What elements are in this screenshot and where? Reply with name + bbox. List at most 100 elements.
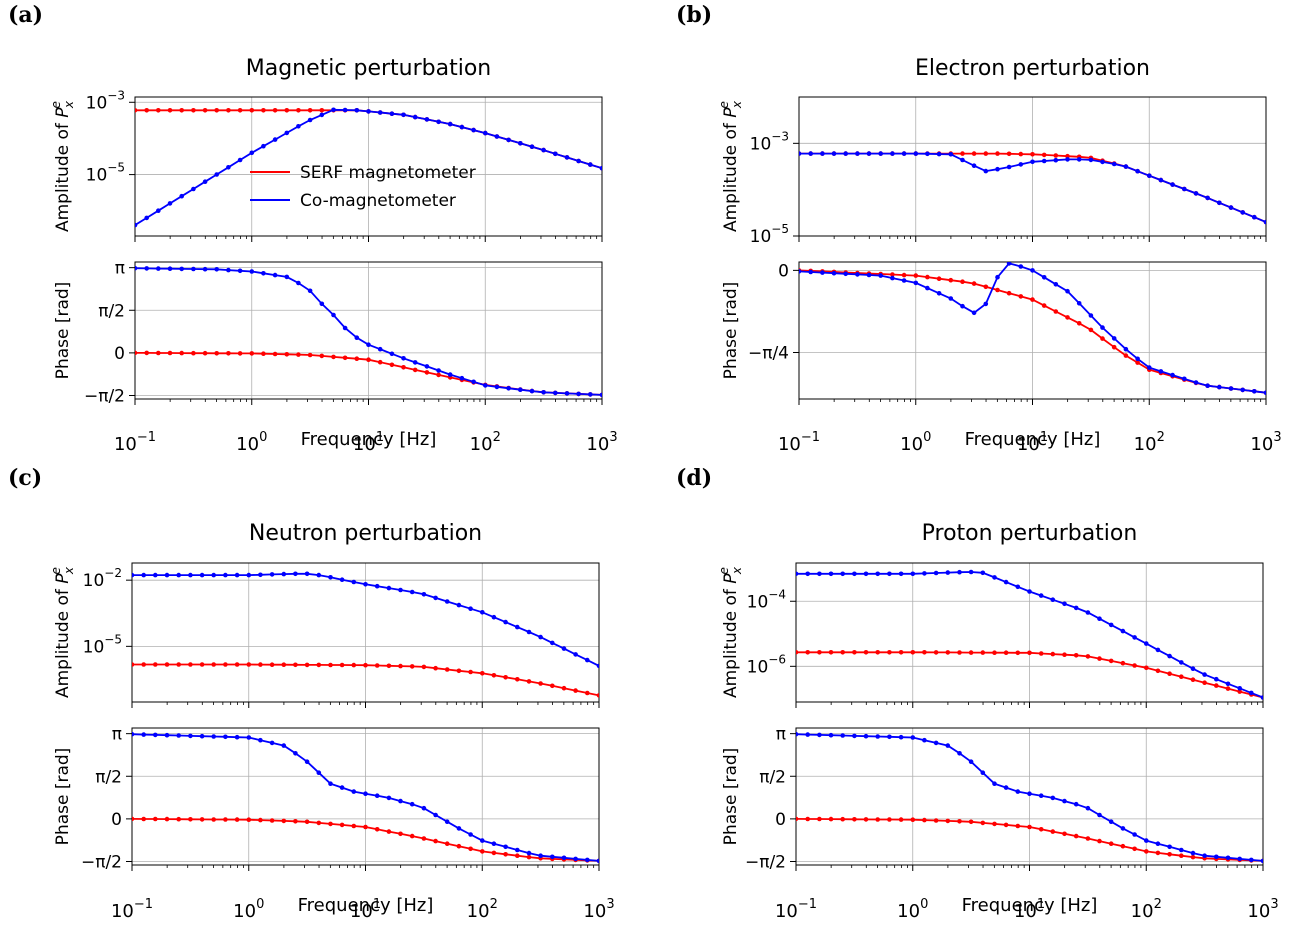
series-marker xyxy=(246,572,252,578)
x-tick-base: 10 xyxy=(778,434,801,455)
series-marker xyxy=(945,570,951,575)
y-tick-base: 10 xyxy=(86,93,108,113)
series-marker xyxy=(386,829,392,834)
x-tick-label: 102 xyxy=(470,430,501,455)
series-marker xyxy=(351,579,357,585)
series-marker xyxy=(561,855,567,861)
series-marker xyxy=(339,662,345,668)
series-marker xyxy=(596,693,599,698)
series-marker xyxy=(424,117,430,122)
series-marker xyxy=(132,572,135,578)
series-marker xyxy=(1111,161,1117,167)
series-marker xyxy=(444,819,450,824)
series-marker xyxy=(922,650,927,655)
series-marker xyxy=(960,157,965,163)
series-marker xyxy=(1237,689,1242,694)
series-marker xyxy=(167,350,173,356)
series-marker xyxy=(424,370,430,375)
y-tick-label: −π/2 xyxy=(84,386,125,406)
series-marker xyxy=(1228,205,1234,210)
series-marker xyxy=(307,117,313,123)
series-marker xyxy=(179,193,184,199)
series-marker xyxy=(898,571,904,577)
x-tick-base: 10 xyxy=(353,434,376,455)
series-marker xyxy=(342,355,348,361)
series-marker xyxy=(1097,838,1102,844)
series-marker xyxy=(179,108,184,113)
series-marker xyxy=(561,646,567,651)
legend: SERF magnetometer Co-magnetometer xyxy=(250,163,476,211)
series-marker xyxy=(258,662,263,667)
series-marker xyxy=(796,650,799,655)
ylabel-subscript: x xyxy=(730,566,744,575)
series-marker xyxy=(971,281,977,286)
series-marker xyxy=(296,124,301,129)
series-marker xyxy=(156,208,161,213)
series-marker xyxy=(1062,652,1067,657)
series-marker xyxy=(1132,832,1137,837)
series-marker xyxy=(1050,795,1056,801)
series-marker xyxy=(1050,829,1056,834)
series-marker xyxy=(983,168,989,174)
series-marker xyxy=(188,572,193,578)
series-marker xyxy=(304,571,310,577)
series-marker xyxy=(1214,676,1219,682)
series-marker xyxy=(553,390,558,396)
series-marker xyxy=(1015,650,1021,656)
series-marker xyxy=(1003,785,1009,790)
series-marker xyxy=(863,650,869,655)
series-marker xyxy=(328,821,333,827)
series-marker xyxy=(354,108,360,113)
series-marker xyxy=(191,186,196,192)
series-marker xyxy=(948,296,954,301)
series-marker xyxy=(328,781,333,786)
series-marker xyxy=(1167,653,1172,659)
series-marker xyxy=(188,662,193,667)
series-marker xyxy=(1240,210,1245,215)
series-marker xyxy=(1062,831,1067,837)
series-marker xyxy=(494,134,500,139)
series-marker xyxy=(269,572,275,577)
y-tick-text: π xyxy=(776,725,786,745)
series-marker xyxy=(179,266,184,272)
series-marker xyxy=(132,816,135,822)
series-marker xyxy=(351,789,357,794)
series-marker xyxy=(887,650,892,655)
series-marker xyxy=(887,571,892,577)
series-marker xyxy=(957,650,962,655)
y-tick-label: 10−4 xyxy=(747,587,786,612)
series-marker xyxy=(1027,589,1032,594)
series-marker xyxy=(1135,356,1140,362)
y-tick-text: −π/4 xyxy=(748,344,789,364)
series-marker xyxy=(1097,812,1102,818)
series-marker xyxy=(573,856,578,862)
series-marker xyxy=(468,606,473,611)
series-marker xyxy=(957,751,962,756)
series-marker xyxy=(261,271,266,276)
series-marker xyxy=(840,650,845,655)
series-marker xyxy=(1120,843,1126,849)
series-marker xyxy=(799,269,802,274)
series-marker xyxy=(968,569,974,575)
x-tick-label: 102 xyxy=(1131,897,1162,922)
series-marker xyxy=(1190,677,1196,682)
panel-title: Electron perturbation xyxy=(915,56,1150,81)
y-tick-text: −π/2 xyxy=(84,386,125,406)
y-tick-label: 0 xyxy=(775,810,786,830)
series-marker xyxy=(249,108,255,113)
y-tick-exponent: −5 xyxy=(107,161,125,175)
series-marker xyxy=(968,759,974,764)
series-marker xyxy=(491,850,497,856)
ylabel-subscript: x xyxy=(62,100,76,109)
series-marker xyxy=(296,280,301,286)
x-tick-base: 10 xyxy=(1250,434,1273,455)
series-marker xyxy=(960,303,965,309)
series-marker xyxy=(281,743,287,748)
series-marker xyxy=(503,619,508,625)
x-tick-exponent: −1 xyxy=(137,430,156,445)
series-marker xyxy=(588,162,593,167)
series-marker xyxy=(817,816,822,822)
series-marker xyxy=(936,291,942,296)
x-tick-exponent: 1 xyxy=(1037,897,1045,912)
